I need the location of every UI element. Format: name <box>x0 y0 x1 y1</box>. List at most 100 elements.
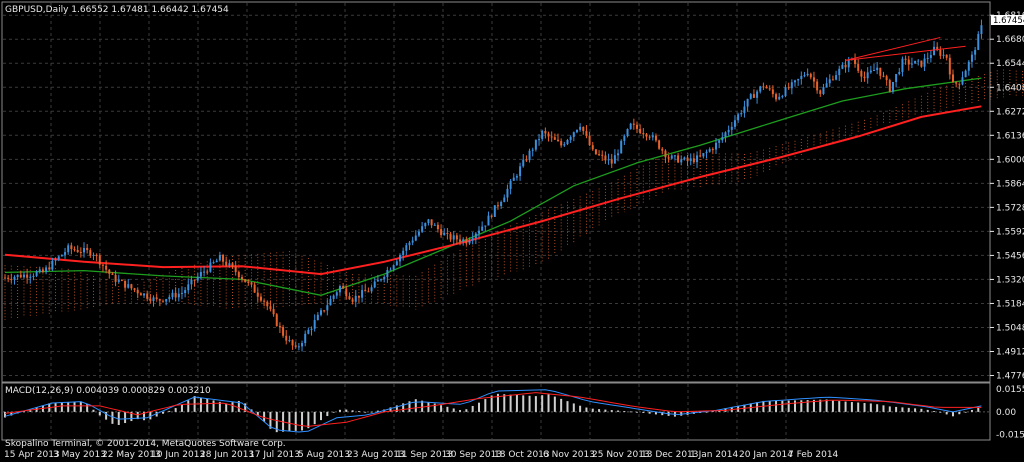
macd-tick-label: 0.00 <box>996 408 1016 418</box>
candle-body <box>651 135 654 138</box>
candle-body <box>468 240 471 244</box>
candle-body <box>19 274 22 278</box>
candle-body <box>967 61 970 71</box>
macd-histogram-bar <box>187 400 190 412</box>
candle-body <box>259 296 262 301</box>
macd-histogram-bar <box>876 404 879 412</box>
candle-body <box>329 298 332 306</box>
candle-body <box>272 309 275 315</box>
candle-body <box>702 153 705 157</box>
macd-histogram-bar <box>199 397 202 412</box>
candle-body <box>610 159 613 164</box>
candle-body <box>376 279 379 282</box>
price-tick-label: 1.51840 <box>996 299 1024 309</box>
macd-histogram-bar <box>86 404 89 412</box>
candle-body <box>481 226 484 231</box>
macd-histogram-bar <box>288 411 291 432</box>
candle-body <box>490 215 493 217</box>
candle-body <box>910 63 913 65</box>
candle-body <box>285 335 288 341</box>
macd-histogram-bar <box>522 395 525 412</box>
macd-histogram-bar <box>933 411 936 412</box>
macd-histogram-bar <box>534 396 537 412</box>
price-tick-label: 1.66800 <box>996 35 1024 45</box>
candle-body <box>689 158 692 162</box>
macd-histogram-bar <box>705 411 708 413</box>
price-tick-label: 1.58640 <box>996 179 1024 189</box>
macd-histogram-bar <box>547 394 550 412</box>
trendline <box>845 36 941 61</box>
date-tick-label: 30 Sep 2013 <box>445 450 502 460</box>
macd-histogram-bar <box>92 409 95 412</box>
macd-histogram-bar <box>427 402 430 412</box>
candle-body <box>155 297 158 300</box>
macd-histogram-bar <box>560 398 563 412</box>
candle-body <box>4 277 6 279</box>
candle-body <box>623 136 626 141</box>
candle-body <box>117 280 120 282</box>
macd-histogram-bar <box>794 400 796 412</box>
macd-histogram-bar <box>654 411 657 415</box>
candle-body <box>696 155 699 163</box>
candle-body <box>60 254 63 257</box>
candle-body <box>525 159 528 161</box>
date-tick-label: 18 Oct 2013 <box>494 450 550 460</box>
candle-body <box>392 265 395 270</box>
candle-body <box>427 219 430 224</box>
candle-body <box>411 240 414 243</box>
candle-body <box>370 287 373 292</box>
macd-histogram-bar <box>326 411 329 417</box>
candle-body <box>278 325 281 328</box>
date-tick-label: 3 May 2013 <box>53 450 106 460</box>
macd-histogram-bar <box>617 410 620 412</box>
candle-body <box>803 75 806 77</box>
candle-body <box>661 148 664 151</box>
macd-histogram-bar <box>136 411 139 420</box>
candle-body <box>455 235 458 240</box>
candle-body <box>553 137 556 140</box>
candle-body <box>550 136 553 138</box>
macd-histogram-bar <box>509 394 512 412</box>
candle-body <box>632 123 635 125</box>
candle-body <box>620 140 623 154</box>
candle-body <box>952 74 954 83</box>
candle-body <box>338 286 341 293</box>
date-tick-label: 5 Aug 2013 <box>298 450 350 460</box>
candle-body <box>402 250 405 256</box>
candle-body <box>108 269 111 274</box>
candle-body <box>531 149 534 151</box>
candle-body <box>794 80 796 83</box>
macd-histogram-bar <box>806 400 809 412</box>
macd-histogram-bar <box>939 411 942 413</box>
candle-body <box>187 284 190 291</box>
candle-body <box>67 245 70 253</box>
candle-body <box>383 277 386 280</box>
candle-body <box>970 54 973 62</box>
candle-body <box>825 83 828 88</box>
macd-histogram-bar <box>838 401 841 412</box>
candle-body <box>332 295 335 299</box>
candle-body <box>124 280 127 288</box>
macd-tick-label: 0.01551 <box>996 385 1024 395</box>
macd-histogram-bar <box>850 402 853 412</box>
macd-histogram-bar <box>711 411 714 412</box>
candle-body <box>715 142 717 150</box>
macd-histogram-bar <box>964 411 967 413</box>
candle-body <box>127 284 130 288</box>
candle-body <box>313 320 316 329</box>
candle-body <box>575 129 578 133</box>
candle-body <box>749 94 752 99</box>
macd-histogram-bar <box>907 407 910 412</box>
date-tick-label: 7 Feb 2014 <box>788 450 839 460</box>
ma_mid-line <box>4 77 982 296</box>
candle-body <box>882 75 885 77</box>
candle-body <box>177 293 180 298</box>
macd-histogram-bar <box>895 406 898 412</box>
candle-body <box>898 71 901 75</box>
macd-histogram-bar <box>79 401 82 412</box>
candle-body <box>585 130 588 136</box>
candle-body <box>297 346 300 348</box>
macd-histogram-bar <box>598 409 601 412</box>
candle-body <box>158 299 161 301</box>
